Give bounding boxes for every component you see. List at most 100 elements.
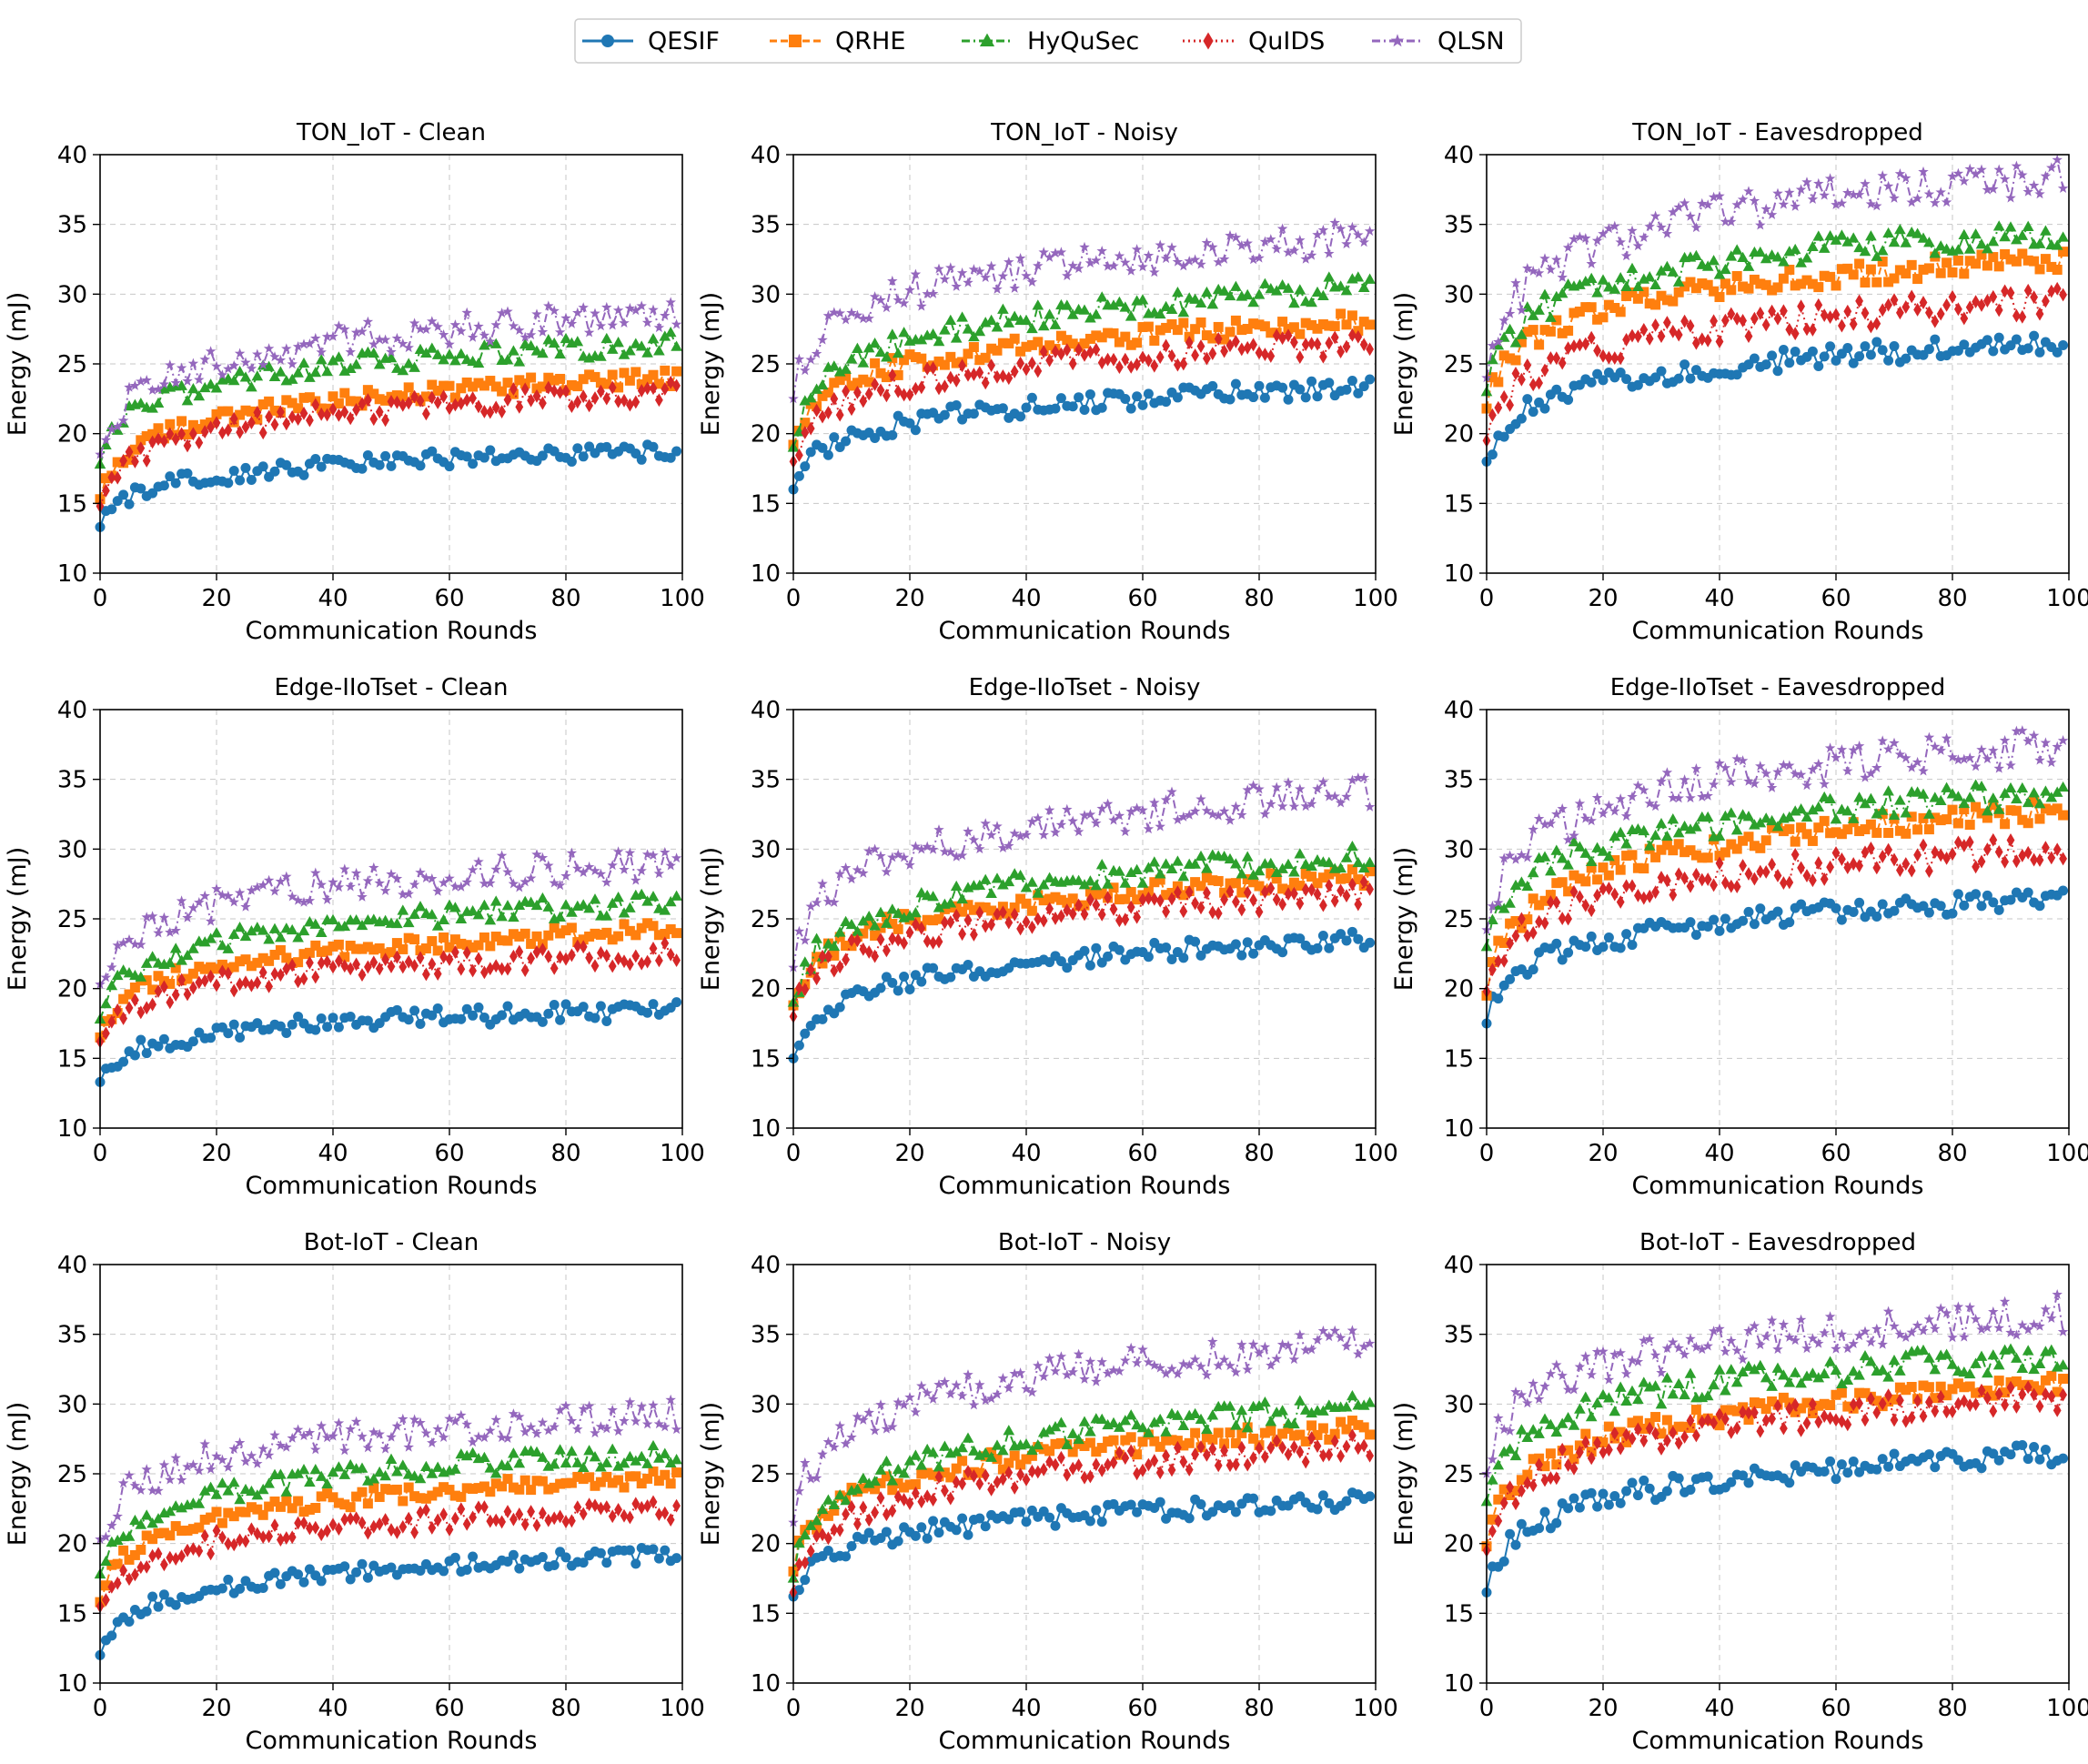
x-tick-label: 60 [1821, 1695, 1851, 1722]
data-point [550, 384, 559, 398]
data-point [922, 841, 933, 852]
data-point [1068, 907, 1077, 921]
data-point [187, 1459, 199, 1470]
data-point [432, 885, 443, 896]
data-point [1074, 1458, 1083, 1473]
data-point [358, 397, 367, 411]
data-point [1230, 878, 1241, 889]
data-point [315, 1470, 328, 1481]
data-point [1947, 908, 1958, 919]
data-point [1952, 754, 1964, 765]
data-point [148, 1548, 156, 1563]
data-point [1959, 900, 1970, 911]
data-point [398, 889, 409, 900]
data-point [630, 1455, 642, 1466]
data-point [1067, 815, 1078, 826]
data-point [601, 301, 612, 312]
data-point [525, 339, 537, 351]
data-point [1685, 917, 1696, 928]
data-point [187, 383, 199, 394]
data-point [333, 1022, 344, 1033]
series-qesif [95, 439, 682, 532]
data-point [980, 272, 991, 283]
data-point [1353, 772, 1364, 783]
data-point [1983, 842, 1992, 856]
data-point [468, 1010, 479, 1021]
y-tick-label: 10 [751, 1670, 781, 1698]
data-point [1730, 824, 1743, 835]
data-point [833, 1489, 846, 1500]
data-point [1324, 247, 1335, 258]
data-point [1185, 1463, 1194, 1477]
data-point [1207, 380, 1218, 391]
data-point [1795, 802, 1807, 814]
data-point [1865, 349, 1876, 360]
data-point [527, 952, 535, 965]
data-point [612, 337, 624, 348]
data-point [218, 964, 227, 979]
data-point [1063, 1467, 1072, 1482]
data-point [403, 1014, 414, 1025]
data-point [793, 470, 804, 481]
data-point [1605, 350, 1613, 365]
data-point [537, 1451, 549, 1462]
data-point [1254, 783, 1265, 794]
data-point [200, 1528, 209, 1543]
data-point [1901, 172, 1911, 183]
data-point [624, 345, 636, 356]
data-point [1162, 1448, 1170, 1463]
data-point [661, 382, 670, 396]
data-point [1131, 1357, 1143, 1368]
data-point [270, 1518, 279, 1532]
data-point [1255, 904, 1264, 919]
x-tick-label: 40 [1011, 585, 1041, 612]
data-point [1797, 299, 1805, 314]
data-point [515, 944, 524, 959]
series-qrhe [1481, 1370, 2069, 1552]
data-point [171, 1552, 180, 1566]
data-point [1288, 297, 1300, 308]
data-point [655, 953, 663, 968]
data-point [1243, 340, 1252, 355]
data-point [1679, 774, 1690, 785]
data-point [660, 1469, 671, 1480]
data-point [1039, 345, 1048, 359]
data-point [1971, 258, 1982, 269]
data-point [177, 416, 187, 427]
data-point [1312, 783, 1323, 794]
data-point [2040, 785, 2052, 796]
data-point [2058, 885, 2069, 896]
data-point [973, 326, 986, 337]
data-point [1226, 338, 1235, 353]
data-point [195, 1544, 204, 1558]
data-point [1586, 931, 1597, 942]
data-point [1622, 879, 1630, 893]
data-point [368, 862, 379, 872]
data-point [1149, 335, 1160, 346]
data-point [1533, 304, 1545, 315]
data-point [1102, 798, 1114, 809]
data-point [643, 954, 651, 969]
data-point [636, 300, 647, 311]
data-point [416, 951, 425, 965]
data-point [1166, 242, 1177, 253]
data-point [600, 332, 613, 344]
data-point [1201, 862, 1213, 873]
data-point [846, 1431, 857, 1442]
data-point [1039, 913, 1048, 928]
data-point [635, 1450, 648, 1462]
data-point [1108, 260, 1119, 271]
data-point [1074, 898, 1083, 912]
data-point [1988, 252, 1999, 263]
data-point [1160, 1368, 1172, 1378]
data-point [176, 379, 187, 390]
data-point [1796, 899, 1807, 910]
data-point [883, 943, 891, 958]
data-point [194, 374, 205, 385]
x-tick-label: 100 [1353, 585, 1398, 612]
data-point [1057, 1450, 1065, 1465]
data-point [583, 1445, 595, 1456]
data-point [1236, 950, 1247, 961]
data-point [158, 480, 169, 491]
